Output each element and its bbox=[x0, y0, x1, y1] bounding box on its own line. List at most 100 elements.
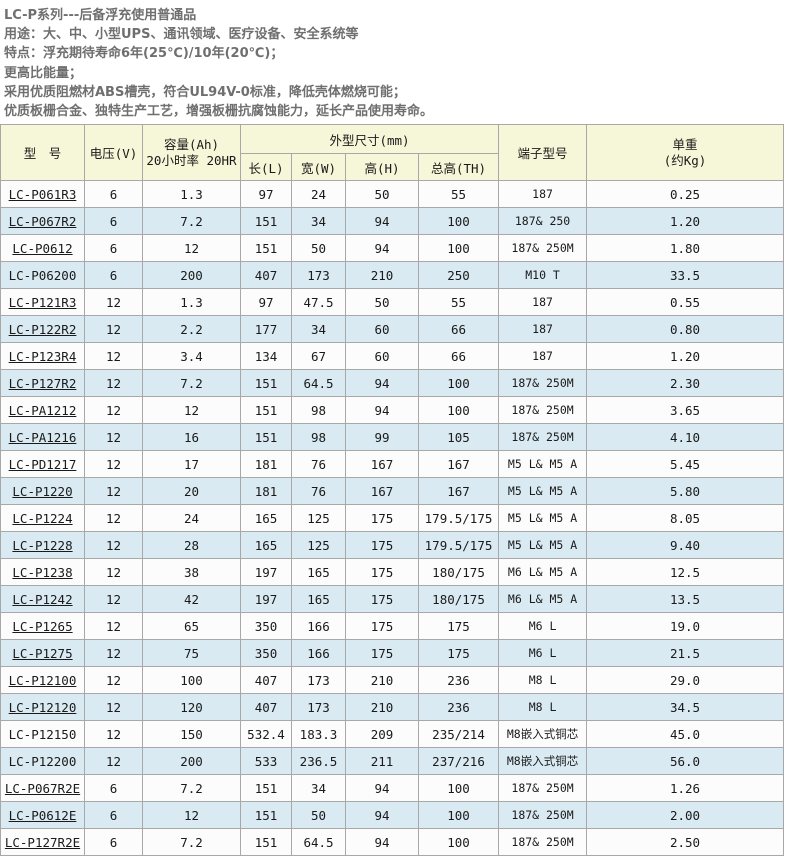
cell-h: 175 bbox=[345, 531, 419, 560]
cell-th: 55 bbox=[417, 288, 500, 317]
cell-weight: 21.5 bbox=[586, 639, 785, 668]
cell-terminal: M8 L bbox=[498, 666, 588, 695]
cell-terminal: M6 L bbox=[498, 639, 588, 668]
cell-model: LC-P12100 bbox=[0, 666, 85, 695]
cell-voltage: 12 bbox=[84, 639, 143, 668]
table-row: LC-P12200 12 200 533 236.5 211 237/216 M… bbox=[0, 747, 785, 776]
cell-voltage: 6 bbox=[84, 207, 143, 236]
cell-w: 183.3 bbox=[291, 720, 346, 749]
cell-th: 105 bbox=[417, 423, 500, 452]
cell-model: LC-P0612 bbox=[0, 234, 85, 263]
cell-terminal: 187& 250M bbox=[498, 801, 588, 830]
cell-terminal: 187& 250M bbox=[498, 828, 588, 856]
cell-model: LC-PD1217 bbox=[0, 450, 85, 479]
model-link[interactable]: LC-P127R2E bbox=[4, 834, 81, 850]
cell-w: 98 bbox=[291, 396, 346, 425]
cell-capacity: 65 bbox=[142, 612, 241, 641]
model-link[interactable]: LC-P1265 bbox=[12, 618, 73, 634]
cell-voltage: 12 bbox=[84, 666, 143, 695]
table-row: LC-P067R2E 6 7.2 151 34 94 100 187& 250M… bbox=[0, 774, 785, 803]
model-link[interactable]: LC-P123R4 bbox=[8, 348, 77, 364]
cell-h: 210 bbox=[345, 666, 419, 695]
cell-w: 173 bbox=[291, 261, 346, 290]
model-link[interactable]: LC-P1275 bbox=[12, 645, 73, 661]
cell-th: 100 bbox=[417, 369, 500, 398]
cell-capacity: 200 bbox=[142, 747, 241, 776]
table-row: LC-P12120 12 120 407 173 210 236 M8 L 34… bbox=[0, 693, 785, 722]
model-link[interactable]: LC-P121R3 bbox=[8, 294, 77, 310]
cell-w: 173 bbox=[291, 666, 346, 695]
model-link[interactable]: LC-P12120 bbox=[8, 699, 77, 715]
cell-weight: 33.5 bbox=[586, 261, 785, 290]
cell-h: 175 bbox=[345, 558, 419, 587]
cell-th: 66 bbox=[417, 342, 500, 371]
cell-terminal: 187 bbox=[498, 342, 588, 371]
model-link[interactable]: LC-P1238 bbox=[12, 564, 73, 580]
intro-line-abs: 采用优质阻燃材ABS槽壳，符合UL94V-0标准，降低壳体燃烧可能； bbox=[4, 84, 406, 100]
cell-terminal: M10 T bbox=[498, 261, 588, 290]
model-link[interactable]: LC-P122R2 bbox=[8, 321, 77, 337]
model-link[interactable]: LC-P127R2 bbox=[8, 375, 77, 391]
cell-weight: 56.0 bbox=[586, 747, 785, 776]
model-link[interactable]: LC-PA1212 bbox=[8, 402, 77, 418]
cell-th: 179.5/175 bbox=[417, 504, 500, 533]
cell-terminal: M6 L& M5 A bbox=[498, 558, 588, 587]
cell-capacity: 120 bbox=[142, 693, 241, 722]
cell-voltage: 12 bbox=[84, 477, 143, 506]
model-link[interactable]: LC-P1242 bbox=[12, 591, 73, 607]
intro-line-feature: 特点：浮充期待寿命6年(25℃)/10年(20℃)； bbox=[4, 46, 284, 62]
cell-th: 250 bbox=[417, 261, 500, 290]
cell-terminal: 187& 250M bbox=[498, 396, 588, 425]
cell-weight: 2.50 bbox=[586, 828, 785, 856]
cell-voltage: 12 bbox=[84, 504, 143, 533]
cell-terminal: M8 L bbox=[498, 693, 588, 722]
cell-terminal: 187& 250M bbox=[498, 234, 588, 263]
cell-weight: 19.0 bbox=[586, 612, 785, 641]
model-link[interactable]: LC-P0612 bbox=[12, 240, 73, 256]
cell-th: 100 bbox=[417, 396, 500, 425]
cell-terminal: M6 L bbox=[498, 612, 588, 641]
cell-terminal: M5 L& M5 A bbox=[498, 477, 588, 506]
model-link[interactable]: LC-P0612E bbox=[8, 807, 77, 823]
col-header-weight: 单重 (约Kg) bbox=[586, 124, 785, 182]
cell-capacity: 7.2 bbox=[142, 369, 241, 398]
cell-th: 167 bbox=[417, 450, 500, 479]
model-link[interactable]: LC-P067R2E bbox=[4, 780, 81, 796]
cell-th: 237/216 bbox=[417, 747, 500, 776]
cell-model: LC-P1242 bbox=[0, 585, 85, 614]
cell-terminal: M8嵌入式铜芯 bbox=[498, 747, 588, 776]
cell-l: 350 bbox=[240, 639, 292, 668]
cell-capacity: 100 bbox=[142, 666, 241, 695]
model-link[interactable]: LC-PA1216 bbox=[8, 429, 77, 445]
model-link[interactable]: LC-P1228 bbox=[12, 537, 73, 553]
cell-capacity: 16 bbox=[142, 423, 241, 452]
cell-w: 165 bbox=[291, 585, 346, 614]
cell-model: LC-PA1212 bbox=[0, 396, 85, 425]
cell-h: 94 bbox=[345, 396, 419, 425]
cell-th: 236 bbox=[417, 693, 500, 722]
cell-th: 100 bbox=[417, 234, 500, 263]
model-link[interactable]: LC-P061R3 bbox=[8, 186, 77, 202]
intro-line-title: LC-P系列---后备浮充使用普通品 bbox=[4, 8, 197, 23]
model-link[interactable]: LC-P12100 bbox=[8, 672, 77, 688]
cell-h: 99 bbox=[345, 423, 419, 452]
cell-voltage: 12 bbox=[84, 369, 143, 398]
cell-voltage: 6 bbox=[84, 801, 143, 830]
cell-weight: 2.30 bbox=[586, 369, 785, 398]
cell-capacity: 20 bbox=[142, 477, 241, 506]
cell-weight: 1.20 bbox=[586, 207, 785, 236]
model-text: LC-P12200 bbox=[8, 753, 77, 769]
cell-voltage: 12 bbox=[84, 693, 143, 722]
model-link[interactable]: LC-P067R2 bbox=[8, 213, 77, 229]
model-link[interactable]: LC-PD1217 bbox=[8, 456, 77, 472]
col-header-length: 长(L) bbox=[240, 153, 292, 182]
model-link[interactable]: LC-P1220 bbox=[12, 483, 73, 499]
cell-w: 64.5 bbox=[291, 369, 346, 398]
model-link[interactable]: LC-P1224 bbox=[12, 510, 73, 526]
cell-capacity: 24 bbox=[142, 504, 241, 533]
cell-model: LC-PA1216 bbox=[0, 423, 85, 452]
cell-w: 125 bbox=[291, 531, 346, 560]
cell-weight: 29.0 bbox=[586, 666, 785, 695]
cell-capacity: 3.4 bbox=[142, 342, 241, 371]
cell-capacity: 150 bbox=[142, 720, 241, 749]
